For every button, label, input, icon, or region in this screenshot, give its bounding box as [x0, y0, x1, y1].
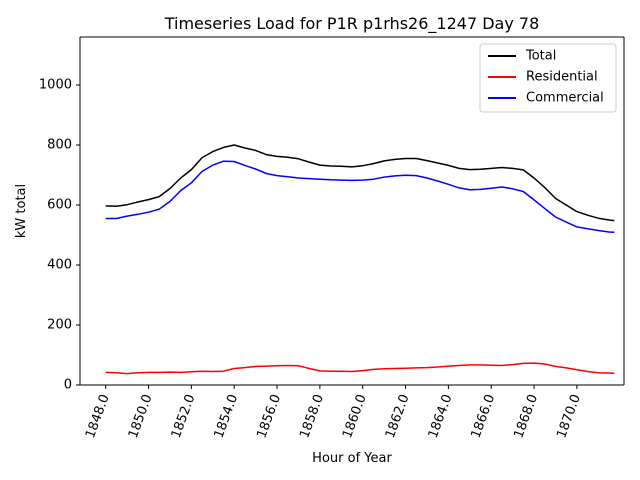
y-tick-label: 0	[64, 378, 72, 393]
series-lines	[105, 144, 615, 375]
legend-label-commercial: Commercial	[526, 91, 604, 106]
y-tick-label: 200	[47, 318, 72, 333]
y-axis-label: kW total	[14, 184, 29, 238]
y-tick-label: 400	[47, 258, 72, 273]
y-tick-label: 800	[47, 138, 72, 153]
legend-box	[479, 43, 617, 113]
legend: Total Residential Commercial	[479, 43, 617, 113]
series-line-commercial	[105, 160, 615, 234]
series-line-total	[105, 144, 615, 222]
chart-title: Timeseries Load for P1R p1rhs26_1247 Day…	[164, 14, 540, 34]
y-tick-label: 600	[47, 198, 72, 213]
series-line-residential	[105, 362, 615, 375]
y-tick-label: 1000	[39, 78, 72, 93]
axes-frame	[79, 36, 625, 386]
legend-label-residential: Residential	[526, 70, 598, 85]
x-axis-label: Hour of Year	[312, 451, 392, 466]
y-axis-ticks: 0 200 400 600 800 1000	[39, 78, 80, 393]
legend-label-total: Total	[525, 49, 556, 64]
